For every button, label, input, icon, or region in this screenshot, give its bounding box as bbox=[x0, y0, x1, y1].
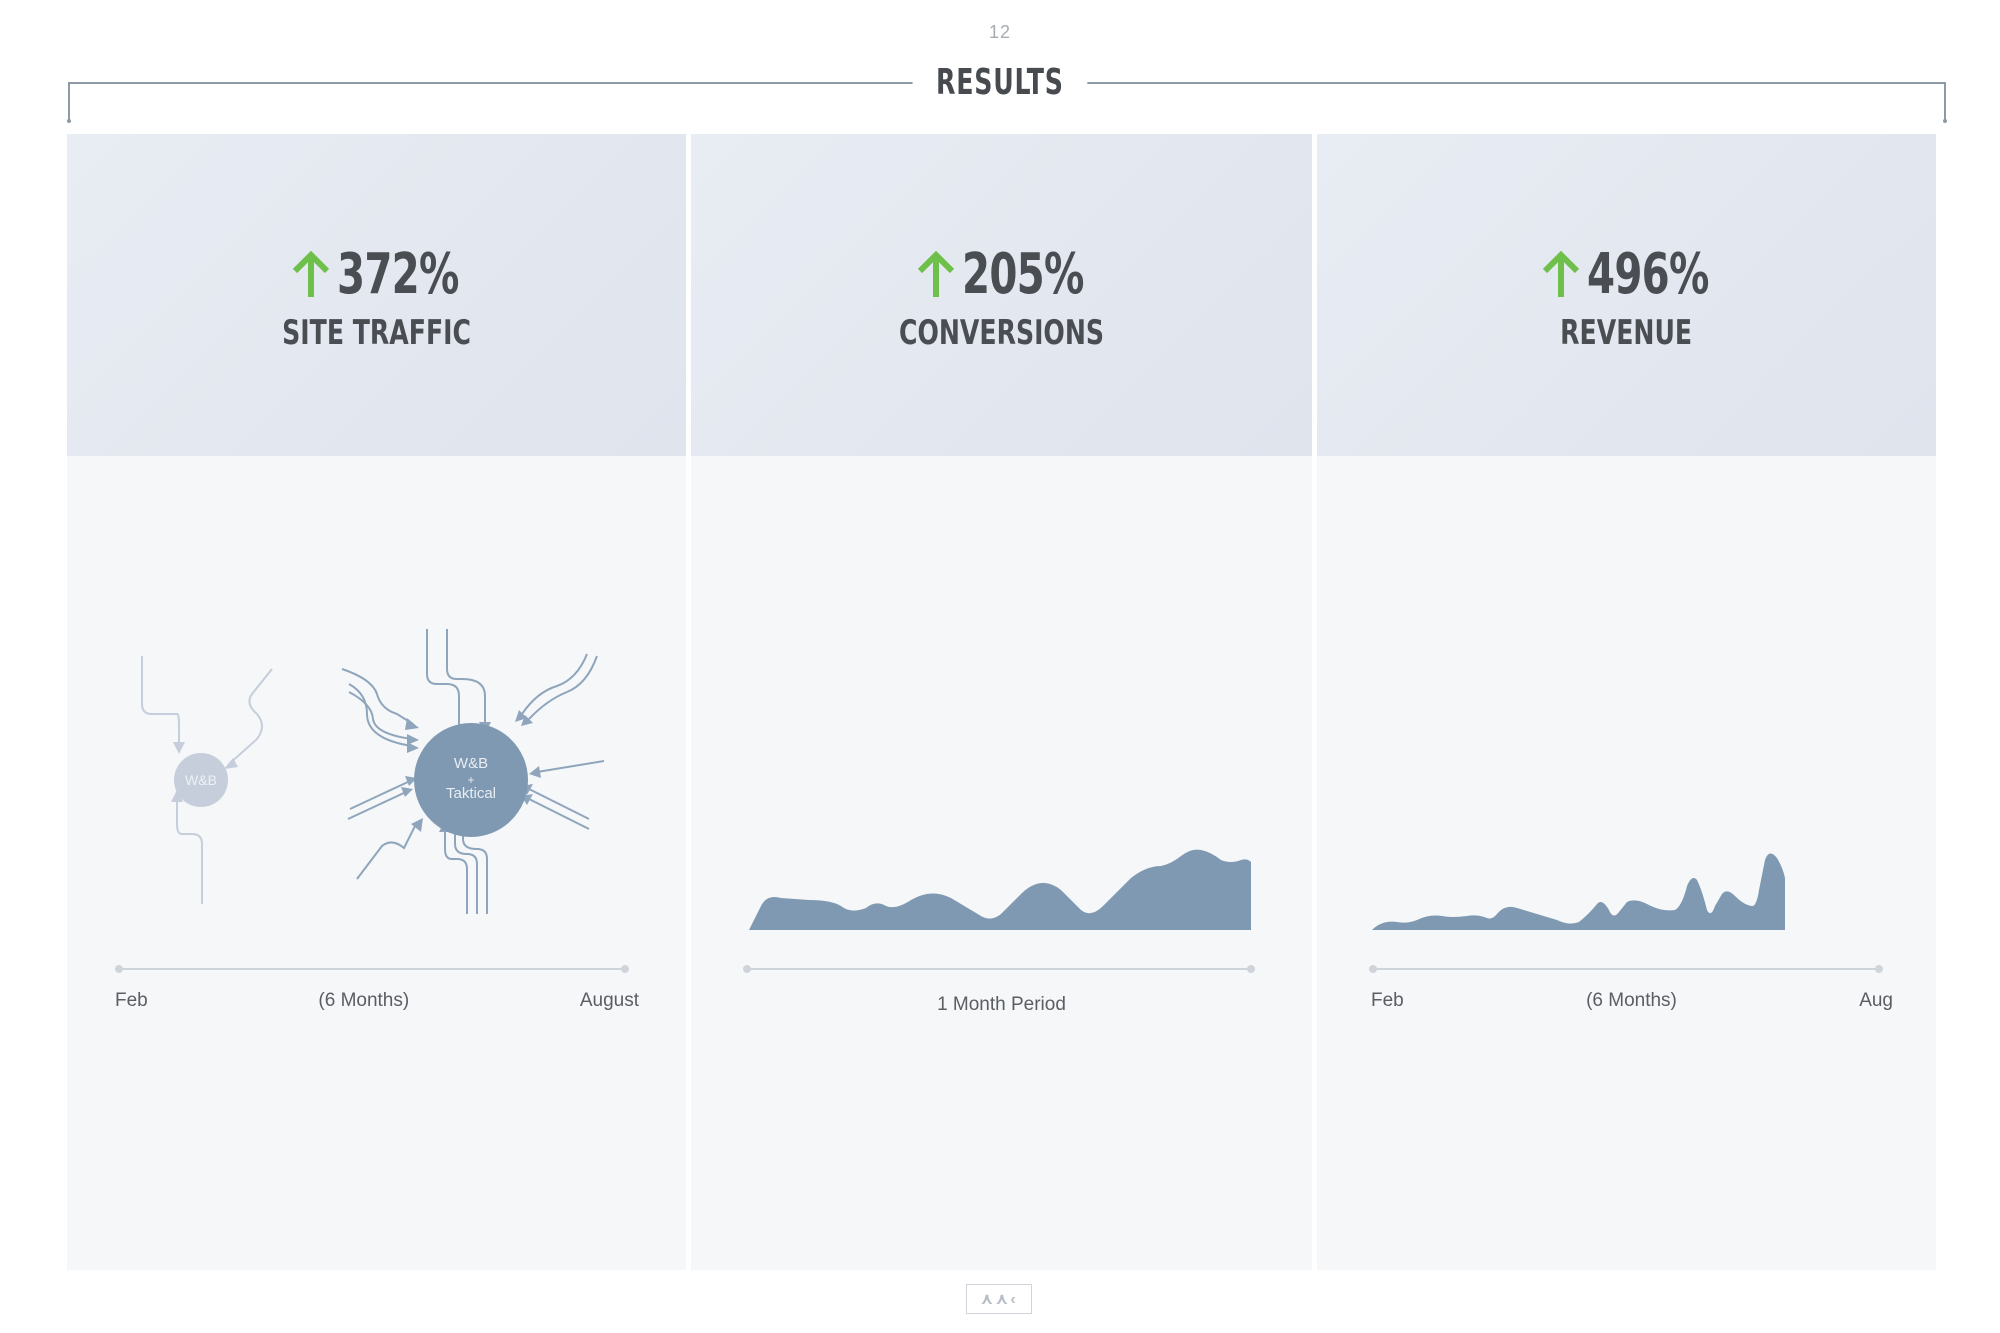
section-title-wrap: RESULTS bbox=[0, 62, 2000, 103]
panel-site-traffic: 372% SITE TRAFFIC W&B bbox=[67, 134, 686, 1270]
after-arrows bbox=[341, 629, 605, 914]
metric-value: 205% bbox=[961, 242, 1084, 307]
before-arrowheads bbox=[171, 742, 238, 802]
conversions-area bbox=[749, 849, 1251, 930]
timeline-cap-end bbox=[1875, 965, 1883, 973]
before-circle bbox=[174, 753, 228, 807]
revenue-area bbox=[1372, 853, 1785, 930]
page-number: 12 bbox=[988, 22, 1012, 42]
metric-block: 372% SITE TRAFFIC bbox=[67, 242, 686, 353]
metric-label: CONVERSIONS bbox=[898, 313, 1104, 353]
timeline-labels: Feb (6 Months) Aug bbox=[1371, 990, 1893, 1012]
after-circle-label-2: + bbox=[467, 773, 474, 787]
timeline-caption: 1 Month Period bbox=[937, 994, 1066, 1015]
metric-row: 496% bbox=[1317, 242, 1936, 307]
metric-row: 372% bbox=[67, 242, 686, 307]
timeline-cap-start bbox=[743, 965, 751, 973]
metric-row: 205% bbox=[691, 242, 1312, 307]
timeline-cap-start bbox=[1369, 965, 1377, 973]
timeline-axis bbox=[743, 965, 1255, 973]
metric-label: REVENUE bbox=[1560, 313, 1693, 353]
bracket-end-left bbox=[67, 119, 71, 123]
up-arrow-icon bbox=[1542, 250, 1580, 297]
timeline-cap-end bbox=[1247, 965, 1255, 973]
metric-header: 496% REVENUE bbox=[1317, 134, 1936, 456]
metric-header: 205% CONVERSIONS bbox=[691, 134, 1312, 456]
bracket-end-right bbox=[1943, 119, 1947, 123]
after-circle bbox=[414, 723, 528, 837]
before-arrows bbox=[141, 656, 273, 904]
revenue-area-chart bbox=[1372, 853, 1785, 930]
up-arrow-icon bbox=[917, 250, 955, 297]
timeline-start-label: Feb bbox=[115, 990, 148, 1011]
panel-conversions: 205% CONVERSIONS 1 Month Period bbox=[691, 134, 1312, 1270]
timeline-axis bbox=[115, 965, 629, 973]
timeline-middle-label: (6 Months) bbox=[318, 990, 410, 1011]
metric-block: 205% CONVERSIONS bbox=[691, 242, 1312, 353]
timeline-start-label: Feb bbox=[1371, 990, 1404, 1011]
conversions-area-chart bbox=[749, 849, 1251, 930]
timeline-cap-start bbox=[115, 965, 123, 973]
traffic-diagram: W&B bbox=[141, 629, 605, 914]
metric-block: 496% REVENUE bbox=[1317, 242, 1936, 353]
timeline-middle-label: (6 Months) bbox=[1586, 990, 1677, 1011]
up-arrow-icon bbox=[292, 250, 330, 297]
after-circle-label-1: W&B bbox=[454, 755, 488, 772]
after-circle-label-3: Taktical bbox=[446, 785, 496, 802]
timeline-labels: Feb (6 Months) August bbox=[115, 990, 639, 1012]
timeline-axis bbox=[1369, 965, 1883, 973]
timeline-end-label: August bbox=[579, 990, 639, 1011]
metric-value: 372% bbox=[336, 242, 459, 307]
metric-header: 372% SITE TRAFFIC bbox=[67, 134, 686, 456]
before-circle-label: W&B bbox=[185, 772, 217, 788]
metric-value: 496% bbox=[1586, 242, 1709, 307]
section-title: RESULTS bbox=[912, 62, 1088, 103]
timeline-cap-end bbox=[621, 965, 629, 973]
footer-logo: ⋏⋏‹ bbox=[966, 1284, 1032, 1314]
metric-label: SITE TRAFFIC bbox=[282, 313, 471, 353]
timeline-end-label: Aug bbox=[1859, 990, 1893, 1011]
panel-revenue: 496% REVENUE Feb (6 Months) Aug bbox=[1317, 134, 1936, 1270]
